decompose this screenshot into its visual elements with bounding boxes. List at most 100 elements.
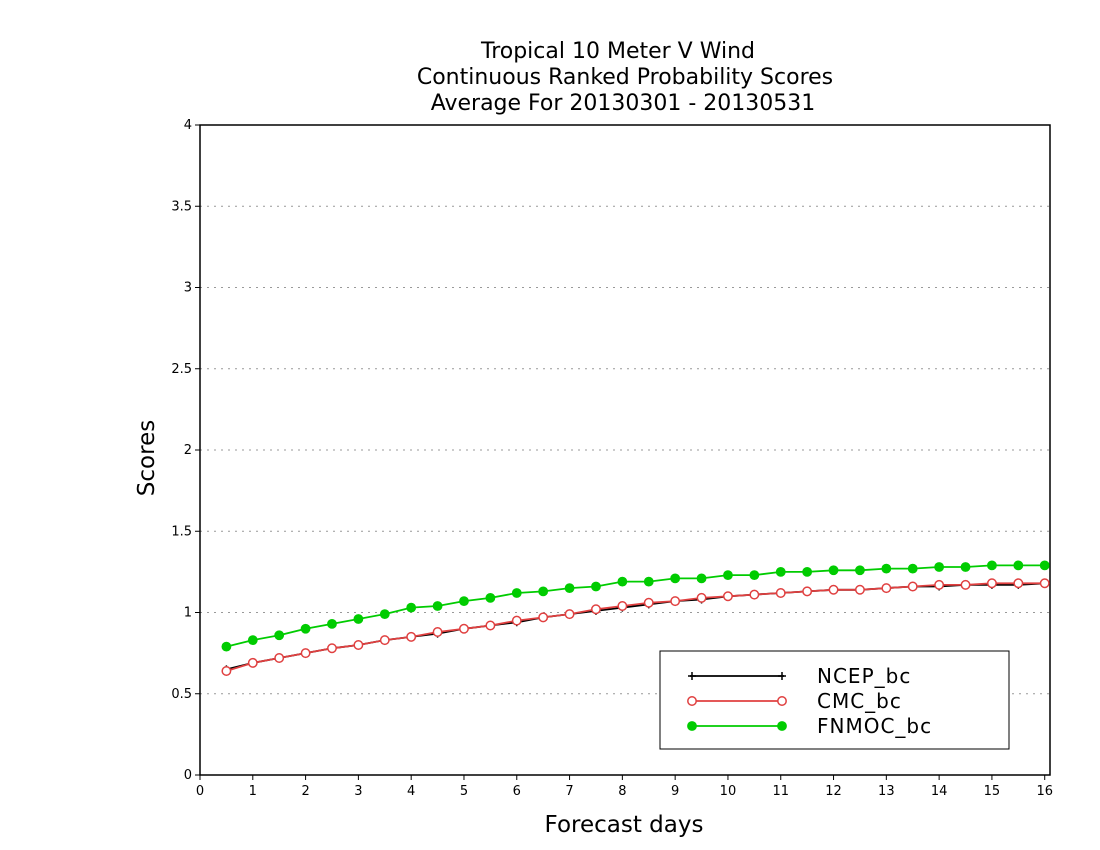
data-point-filled-circle <box>485 592 496 603</box>
data-point-open-circle <box>511 615 522 626</box>
data-point-filled-circle <box>221 641 232 652</box>
x-tick-label: 12 <box>825 784 842 799</box>
data-point-open-circle <box>881 583 892 594</box>
data-point-filled-circle <box>300 623 311 634</box>
data-point-filled-circle <box>617 576 628 587</box>
y-tick-label: 0.5 <box>171 687 192 702</box>
data-point-filled-circle <box>777 721 787 731</box>
series-fnmoc-bc <box>221 560 1050 652</box>
y-tick-label: 2 <box>184 443 192 458</box>
data-point-open-circle <box>907 581 918 592</box>
data-point-open-circle <box>802 586 813 597</box>
series-cmc-bc <box>221 578 1050 676</box>
data-point-filled-circle <box>591 581 601 592</box>
legend-label: FNMOC_bc <box>817 714 932 738</box>
data-point-filled-circle <box>511 588 522 598</box>
data-point-open-circle <box>300 648 311 659</box>
data-point-open-circle <box>538 612 549 623</box>
legend-entry: CMC_bc <box>687 689 902 713</box>
data-point-filled-circle <box>723 570 733 581</box>
data-point-open-circle <box>379 635 390 646</box>
y-tick-label: 1 <box>184 606 192 621</box>
x-tick-label: 7 <box>565 784 573 799</box>
grid-lines <box>200 205 1050 695</box>
legend-box <box>659 650 1010 750</box>
data-point-open-circle <box>274 653 285 663</box>
x-tick-label: 16 <box>1036 784 1053 799</box>
data-point-filled-circle <box>987 560 997 571</box>
data-point-open-circle <box>591 604 601 615</box>
data-point-filled-circle <box>1013 560 1024 571</box>
data-point-open-circle <box>564 609 575 620</box>
chart-title-line-2: Continuous Ranked Probability Scores <box>417 65 833 90</box>
data-point-open-circle <box>247 657 258 668</box>
legend-entry: FNMOC_bc <box>687 714 932 738</box>
data-point-open-circle <box>221 666 232 676</box>
data-point-open-circle <box>828 584 839 595</box>
y-tick-label: 3.5 <box>171 199 192 214</box>
x-tick-label: 10 <box>720 784 737 799</box>
data-point-filled-circle <box>406 602 417 613</box>
data-point-open-circle <box>775 588 786 598</box>
data-point-filled-circle <box>687 721 697 731</box>
x-tick-label: 14 <box>931 784 948 799</box>
y-tick-label: 2.5 <box>171 362 192 377</box>
data-point-filled-circle <box>960 562 971 572</box>
data-point-open-circle <box>960 579 971 590</box>
x-tick-label: 1 <box>249 784 257 799</box>
data-point-filled-circle <box>855 565 865 576</box>
legend-entry: NCEP_bc <box>688 664 911 688</box>
chart-title-line-1: Tropical 10 Meter V Wind <box>480 39 755 64</box>
x-tick-label: 11 <box>772 784 789 799</box>
x-tick-label: 2 <box>301 784 309 799</box>
data-point-open-circle <box>934 579 945 590</box>
data-point-filled-circle <box>379 609 390 620</box>
data-point-filled-circle <box>828 565 839 576</box>
data-point-open-circle <box>643 597 654 608</box>
data-point-open-circle <box>432 627 443 637</box>
plot-frame <box>199 124 1051 776</box>
data-point-filled-circle <box>934 562 945 572</box>
data-point-open-circle <box>459 623 469 634</box>
data-point-filled-circle <box>802 566 813 577</box>
x-tick-label: 3 <box>354 784 362 799</box>
data-point-filled-circle <box>459 596 469 607</box>
axis-ticks: 00.511.522.533.540 1 2 3 4 5 6 7 8 9 10 11 12 13 14 15 1… <box>171 118 1053 799</box>
data-point-filled-circle <box>696 573 707 584</box>
data-point-open-circle <box>986 578 997 589</box>
legend-label: NCEP_bc <box>817 664 911 688</box>
data-point-open-circle <box>1039 578 1050 589</box>
series-layer <box>221 560 1050 676</box>
data-point-filled-circle <box>643 576 654 587</box>
y-tick-label: 3 <box>184 281 192 296</box>
x-tick-label: 6 <box>513 784 521 799</box>
data-point-open-circle <box>485 620 496 631</box>
data-point-open-circle <box>854 584 865 595</box>
y-axis-label: Scores <box>134 420 160 496</box>
data-point-open-circle <box>617 601 628 611</box>
x-tick-label: 4 <box>407 784 415 799</box>
data-point-open-circle <box>670 596 681 607</box>
y-tick-label: 0 <box>184 768 192 783</box>
data-point-open-circle <box>749 589 760 600</box>
data-point-plus-marker <box>778 672 786 680</box>
x-tick-label: 15 <box>984 784 1001 799</box>
data-point-open-circle <box>687 696 697 706</box>
data-point-filled-circle <box>1039 560 1050 571</box>
data-point-filled-circle <box>907 563 918 574</box>
data-point-filled-circle <box>564 583 575 594</box>
data-point-filled-circle <box>432 601 443 611</box>
data-point-open-circle <box>327 643 337 654</box>
data-point-open-circle <box>723 591 733 602</box>
x-tick-label: 5 <box>460 784 468 799</box>
x-axis-label: Forecast days <box>545 812 704 838</box>
legend-label: CMC_bc <box>817 689 902 713</box>
data-point-open-circle <box>353 640 364 650</box>
data-point-filled-circle <box>881 563 892 574</box>
x-tick-label: 13 <box>878 784 895 799</box>
data-point-open-circle <box>777 696 787 706</box>
data-point-filled-circle <box>274 630 285 641</box>
data-point-filled-circle <box>538 586 549 597</box>
